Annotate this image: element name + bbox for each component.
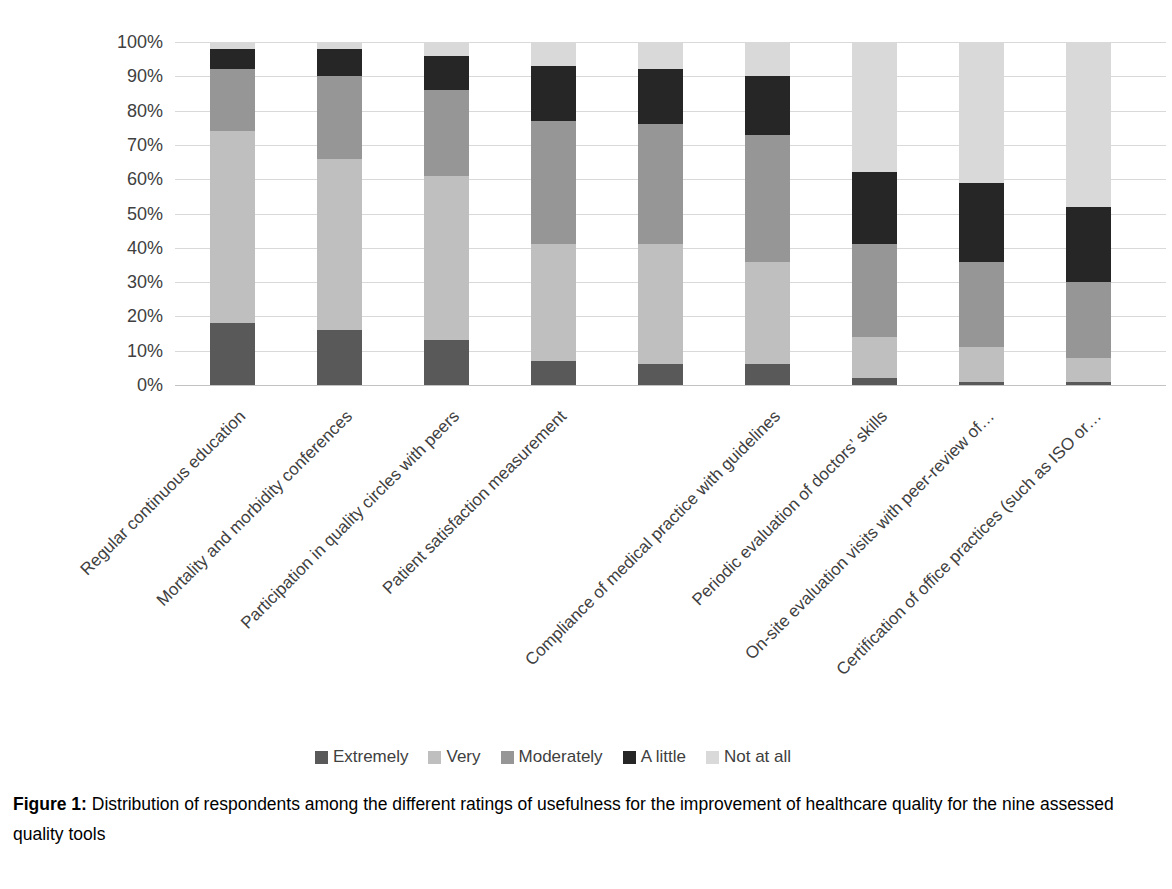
bar-segment xyxy=(210,323,255,385)
y-axis-tick-label: 60% xyxy=(83,169,163,189)
figure-caption: Figure 1: Distribution of respondents am… xyxy=(13,789,1163,849)
bar-segment xyxy=(531,361,576,385)
y-axis-tick-label: 80% xyxy=(83,101,163,121)
bar-segment xyxy=(959,382,1004,385)
bar-segment xyxy=(638,69,683,124)
y-axis-tick-label: 90% xyxy=(83,66,163,86)
bar-segment xyxy=(638,244,683,364)
y-axis-tick-label: 20% xyxy=(83,306,163,326)
y-axis-tick-label: 100% xyxy=(83,32,163,52)
legend-swatch-moderately xyxy=(501,751,514,764)
y-axis-tick-label: 50% xyxy=(83,204,163,224)
bar xyxy=(317,42,362,385)
y-axis-tick-label: 0% xyxy=(83,375,163,395)
legend-swatch-not-at-all xyxy=(706,751,719,764)
legend-item-label: A little xyxy=(641,747,686,767)
legend-swatch-very xyxy=(428,751,441,764)
y-axis-tick-label: 70% xyxy=(83,135,163,155)
bar-segment xyxy=(210,69,255,131)
bar-segment xyxy=(745,135,790,262)
bar-segment xyxy=(424,42,469,56)
bar xyxy=(959,42,1004,385)
bar-segment xyxy=(852,172,897,244)
bar-segment xyxy=(745,262,790,365)
bar-segment xyxy=(959,262,1004,348)
legend-swatch-a-little xyxy=(623,751,636,764)
bar xyxy=(1066,42,1111,385)
bar-segment xyxy=(745,76,790,134)
bar-segment xyxy=(424,176,469,341)
bar-segment xyxy=(424,90,469,176)
bar-segment xyxy=(1066,282,1111,357)
bar-segment xyxy=(424,56,469,90)
bar-segment xyxy=(531,42,576,66)
bar-segment xyxy=(317,42,362,49)
bar xyxy=(531,42,576,385)
bar xyxy=(210,42,255,385)
bar-segment xyxy=(638,124,683,244)
bar-segment xyxy=(210,42,255,49)
bar-segment xyxy=(424,340,469,385)
bar xyxy=(745,42,790,385)
bar xyxy=(852,42,897,385)
bar-segment xyxy=(317,159,362,331)
bar-segment xyxy=(959,347,1004,381)
bar-segment xyxy=(745,364,790,385)
legend-item-label: Not at all xyxy=(724,747,791,767)
legend-item-label: Very xyxy=(446,747,480,767)
bar-segment xyxy=(638,364,683,385)
bar-segment xyxy=(317,49,362,76)
legend-item: Moderately xyxy=(501,747,603,767)
bar-segment xyxy=(852,378,897,385)
bar-segment xyxy=(1066,42,1111,207)
bar-segment xyxy=(210,49,255,70)
bar-segment xyxy=(959,183,1004,262)
bar-segment xyxy=(852,244,897,337)
bar-segment xyxy=(638,42,683,69)
bar-segment xyxy=(531,66,576,121)
bar-segment xyxy=(745,42,790,76)
gridline xyxy=(175,385,1166,386)
y-axis-tick-label: 10% xyxy=(83,341,163,361)
y-axis-tick-label: 40% xyxy=(83,238,163,258)
bar-segment xyxy=(531,244,576,361)
bar-segment xyxy=(317,330,362,385)
bar-segment xyxy=(1066,382,1111,385)
legend-item: Not at all xyxy=(706,747,791,767)
bar xyxy=(424,42,469,385)
bar xyxy=(638,42,683,385)
figure-caption-text: Distribution of respondents among the di… xyxy=(13,794,1114,844)
legend: Extremely Very Moderately A little Not at al… xyxy=(0,747,1106,767)
y-axis-tick-label: 30% xyxy=(83,272,163,292)
bar-segment xyxy=(959,42,1004,183)
bar-segment xyxy=(210,131,255,323)
legend-item-label: Moderately xyxy=(519,747,603,767)
legend-item: Extremely xyxy=(315,747,409,767)
legend-item: A little xyxy=(623,747,686,767)
bar-segment xyxy=(317,76,362,158)
bar-segment xyxy=(1066,358,1111,382)
bar-segment xyxy=(852,42,897,172)
legend-item: Very xyxy=(428,747,480,767)
legend-item-label: Extremely xyxy=(333,747,409,767)
legend-swatch-extremely xyxy=(315,751,328,764)
bar-segment xyxy=(1066,207,1111,282)
figure-caption-label: Figure 1: xyxy=(13,794,87,814)
bar-segment xyxy=(531,121,576,244)
bar-segment xyxy=(852,337,897,378)
stacked-bar-chart: 0%10%20%30%40%50%60%70%80%90%100% Regula… xyxy=(0,0,1172,780)
